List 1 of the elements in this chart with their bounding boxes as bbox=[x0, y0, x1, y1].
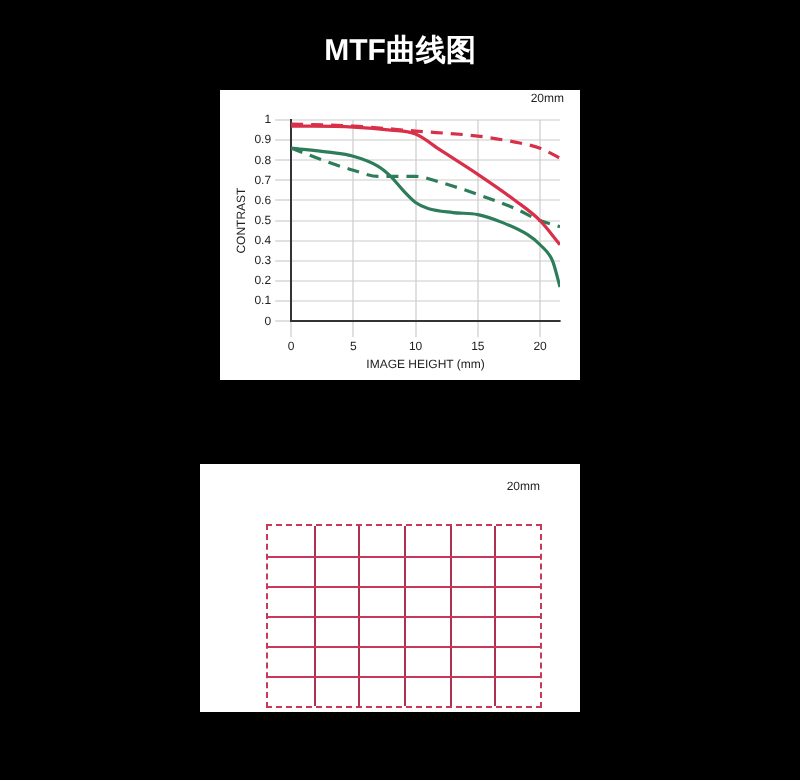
chart-title: MTF曲线图 bbox=[322, 32, 478, 70]
